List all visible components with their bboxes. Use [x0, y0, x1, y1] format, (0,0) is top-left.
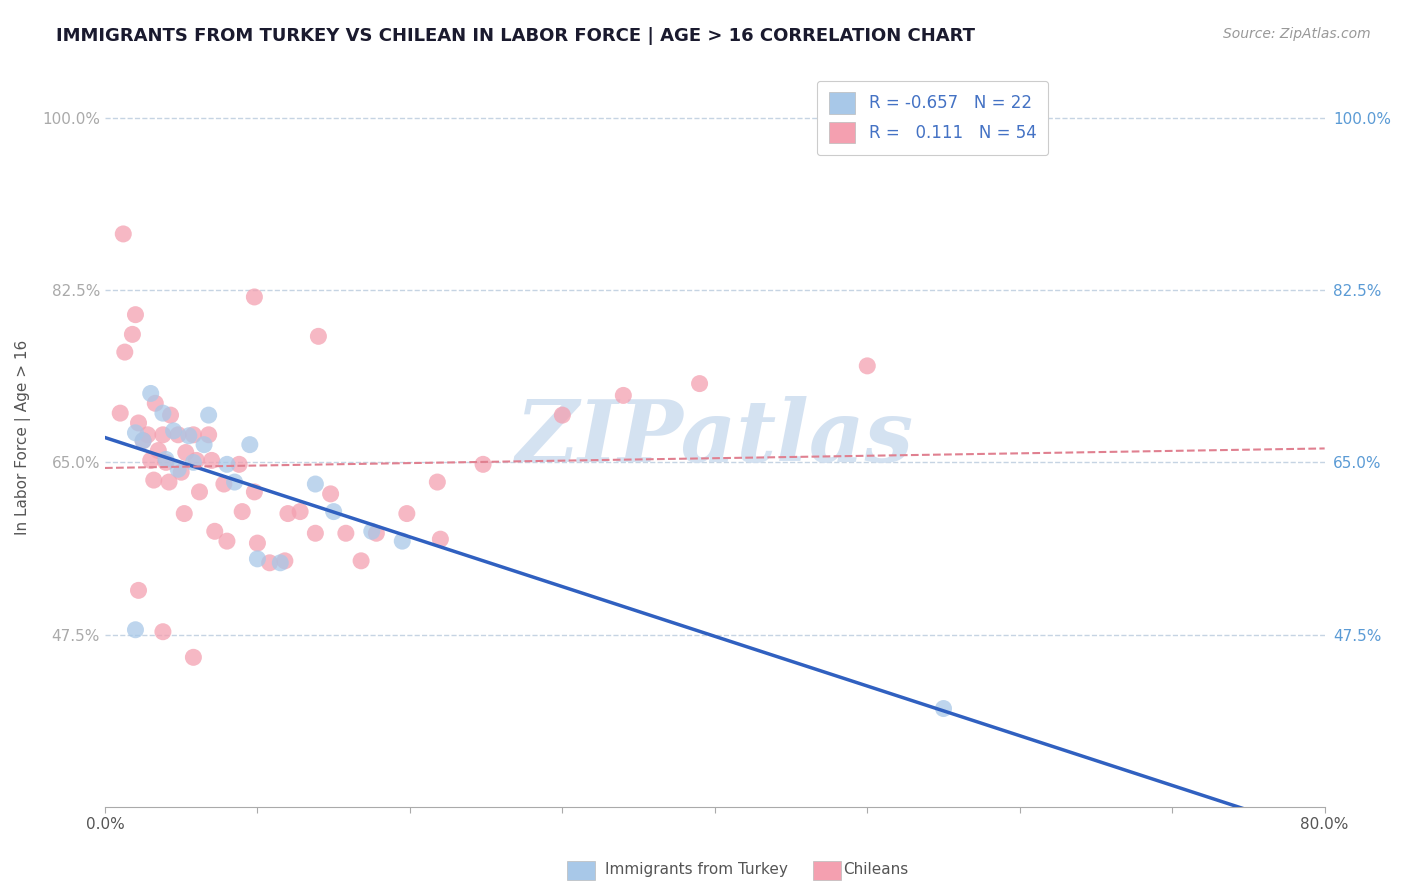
Point	[124, 308, 146, 322]
Point	[246, 536, 269, 550]
Point	[112, 227, 135, 241]
Point	[204, 524, 226, 539]
Point	[319, 487, 342, 501]
Point	[197, 408, 219, 422]
Point	[197, 427, 219, 442]
Point	[124, 623, 146, 637]
Point	[215, 534, 238, 549]
Point	[689, 376, 711, 391]
Text: ZIPatlas: ZIPatlas	[516, 396, 914, 480]
Point	[366, 526, 388, 541]
Point	[183, 455, 205, 469]
Point	[173, 507, 195, 521]
Point	[157, 475, 180, 489]
Point	[350, 554, 373, 568]
Y-axis label: In Labor Force | Age > 16: In Labor Force | Age > 16	[15, 340, 31, 535]
Point	[152, 624, 174, 639]
Point	[110, 406, 132, 420]
Point	[269, 556, 291, 570]
Point	[155, 452, 177, 467]
Point	[259, 556, 281, 570]
Point	[395, 507, 418, 521]
Point	[243, 484, 266, 499]
Point	[170, 465, 193, 479]
Point	[243, 290, 266, 304]
Point	[239, 437, 262, 451]
Text: Source: ZipAtlas.com: Source: ZipAtlas.com	[1223, 27, 1371, 41]
Point	[132, 434, 155, 448]
Point	[188, 484, 211, 499]
Point	[136, 427, 159, 442]
Point	[121, 327, 143, 342]
Point	[152, 406, 174, 420]
Point	[274, 554, 297, 568]
Text: Immigrants from Turkey: Immigrants from Turkey	[605, 863, 787, 877]
Point	[114, 345, 136, 359]
Point	[277, 507, 299, 521]
Point	[391, 534, 413, 549]
Point	[167, 462, 190, 476]
Point	[231, 505, 253, 519]
Text: Chileans: Chileans	[844, 863, 908, 877]
Point	[167, 427, 190, 442]
Point	[152, 427, 174, 442]
Point	[183, 427, 205, 442]
Point	[159, 408, 181, 422]
Point	[132, 434, 155, 448]
Point	[177, 429, 200, 443]
Point	[139, 453, 162, 467]
Point	[128, 416, 150, 430]
Point	[856, 359, 879, 373]
Point	[426, 475, 449, 489]
Point	[142, 473, 165, 487]
Point	[212, 477, 235, 491]
Point	[307, 329, 329, 343]
Point	[335, 526, 357, 541]
Point	[148, 443, 170, 458]
Point	[139, 386, 162, 401]
Point	[288, 505, 311, 519]
Point	[128, 583, 150, 598]
Point	[124, 425, 146, 440]
Point	[193, 437, 215, 451]
Point	[429, 532, 451, 546]
Point	[612, 388, 634, 402]
Point	[186, 453, 208, 467]
Point	[155, 455, 177, 469]
Point	[932, 701, 955, 715]
Point	[472, 458, 495, 472]
Point	[304, 477, 326, 491]
Point	[224, 475, 246, 489]
Point	[215, 458, 238, 472]
Point	[322, 505, 344, 519]
Point	[551, 408, 574, 422]
Point	[246, 552, 269, 566]
Legend: R = -0.657   N = 22, R =   0.111   N = 54: R = -0.657 N = 22, R = 0.111 N = 54	[817, 80, 1047, 155]
Point	[162, 424, 184, 438]
Point	[304, 526, 326, 541]
Point	[183, 650, 205, 665]
Text: IMMIGRANTS FROM TURKEY VS CHILEAN IN LABOR FORCE | AGE > 16 CORRELATION CHART: IMMIGRANTS FROM TURKEY VS CHILEAN IN LAB…	[56, 27, 976, 45]
Point	[174, 445, 197, 459]
Point	[228, 458, 250, 472]
Point	[201, 453, 224, 467]
Point	[360, 524, 382, 539]
Point	[143, 396, 166, 410]
